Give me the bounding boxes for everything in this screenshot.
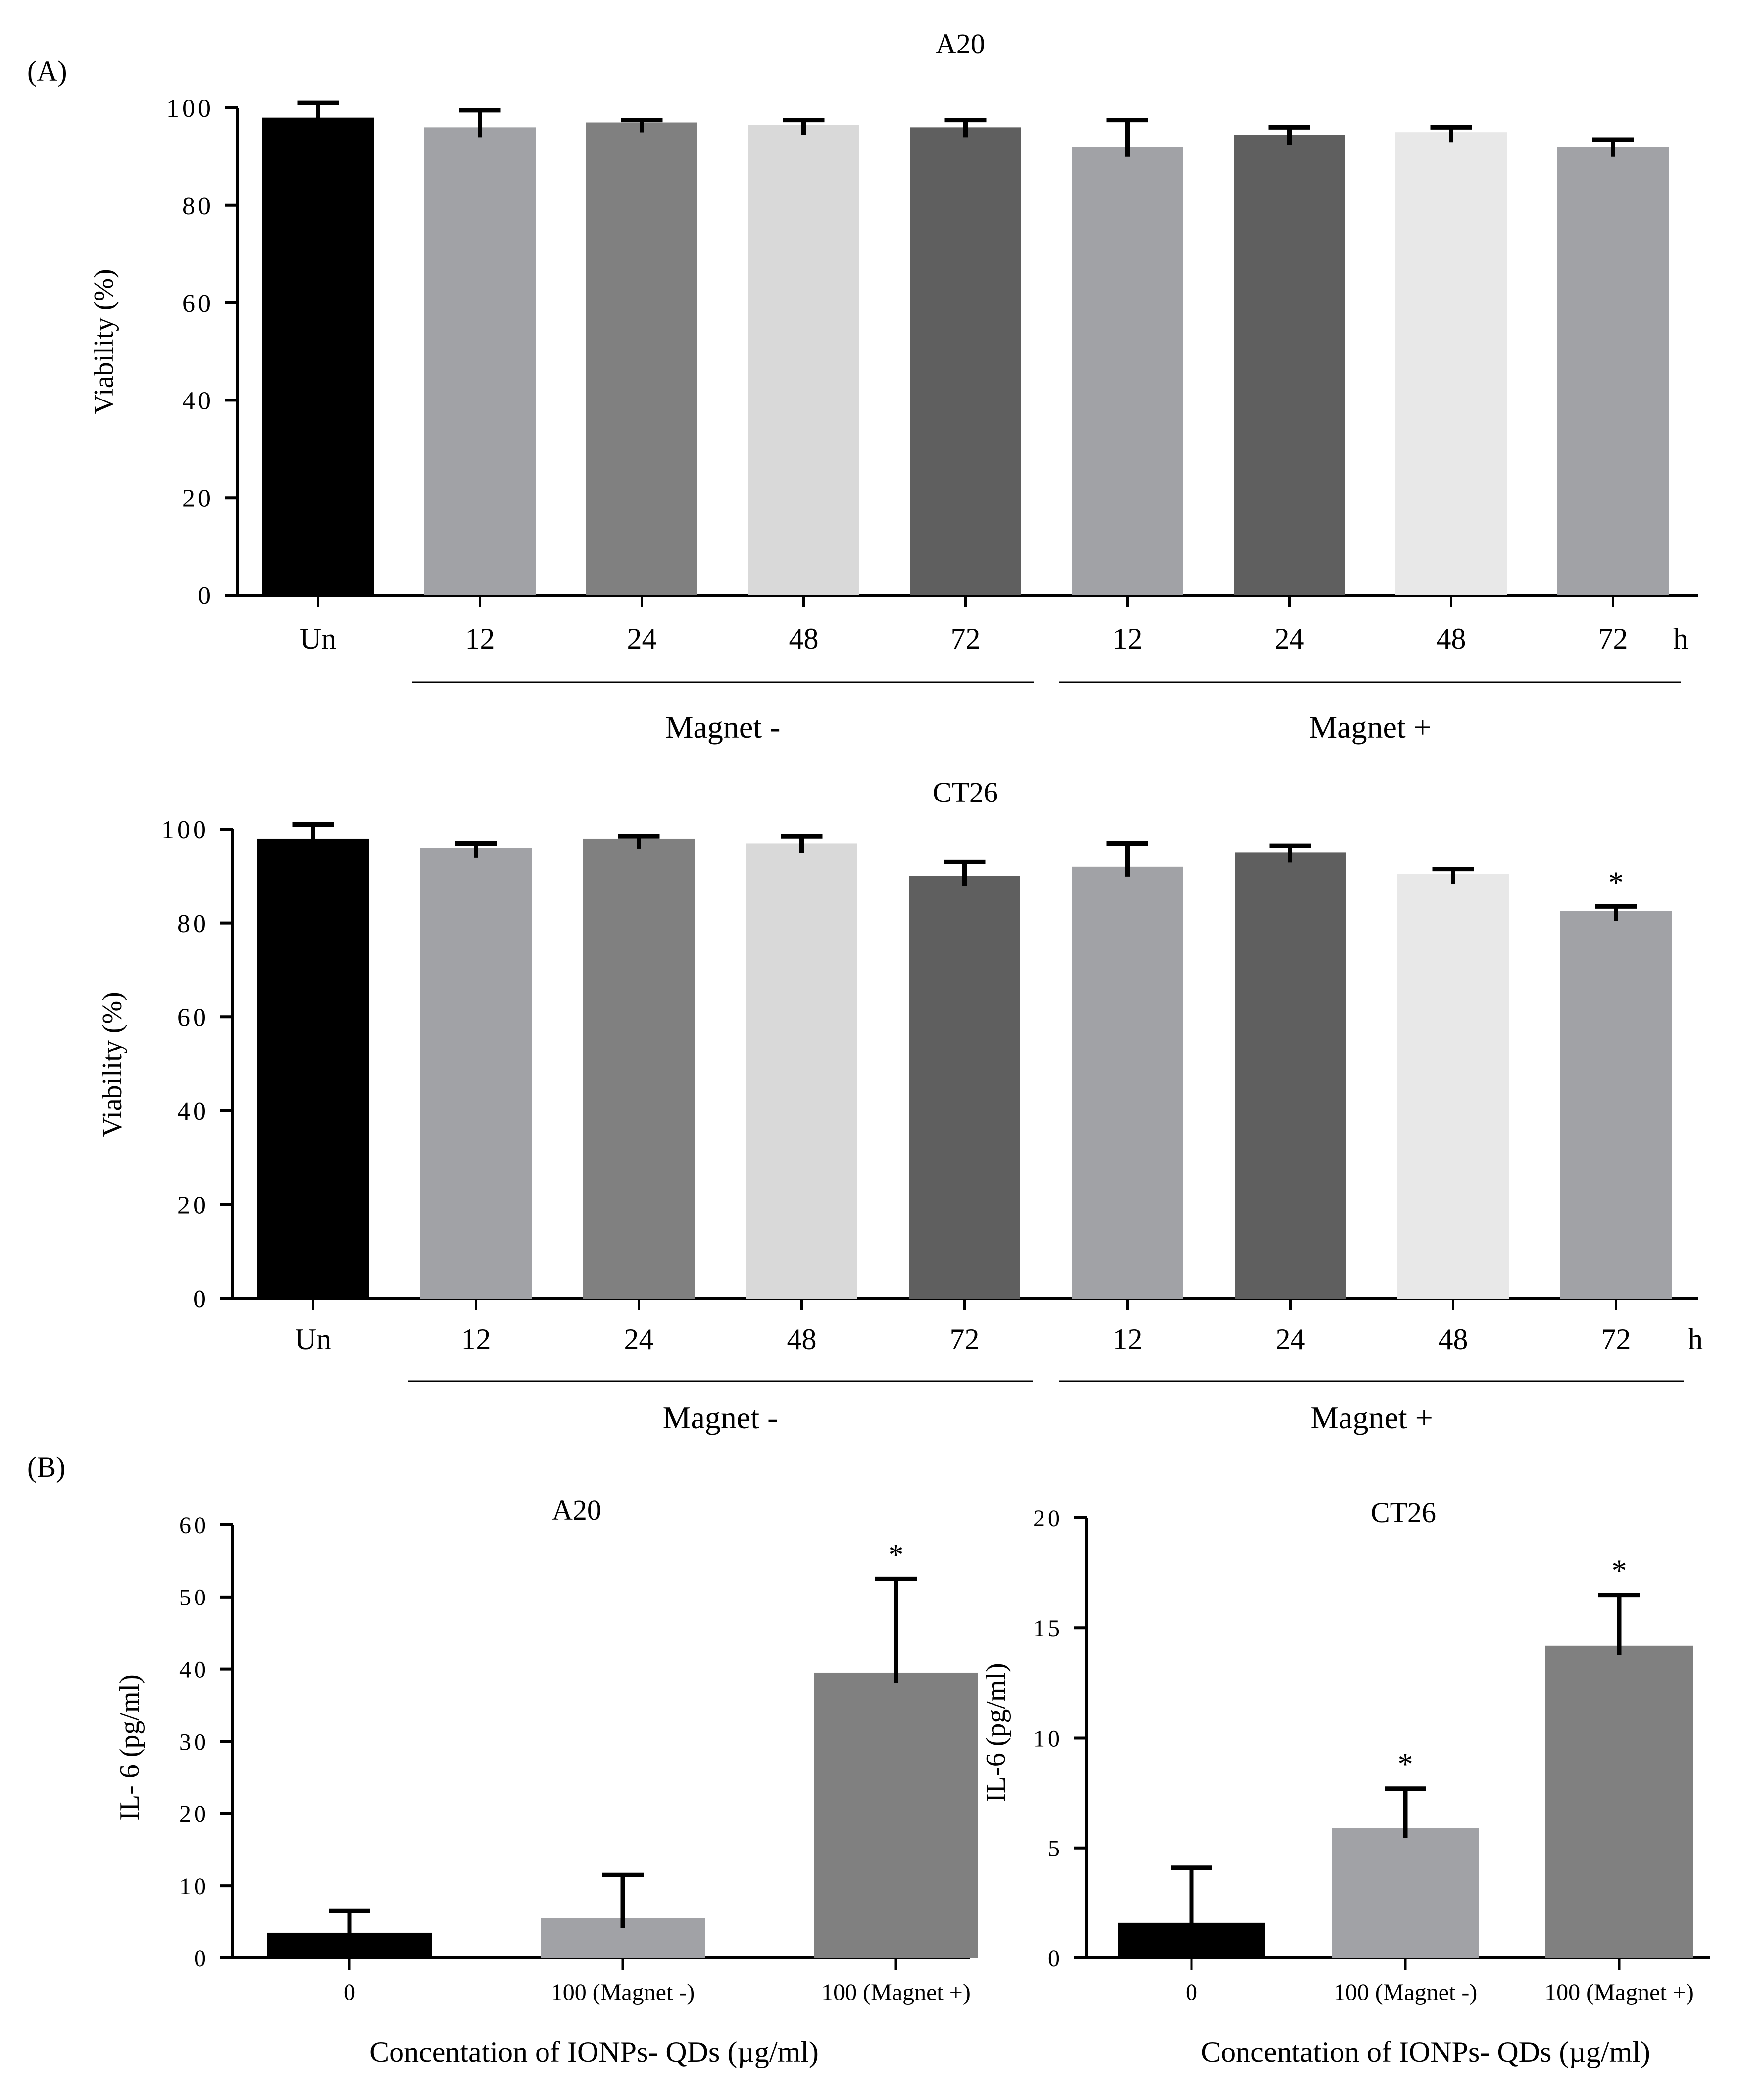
y-tick-label: 40 bbox=[177, 1098, 209, 1126]
y-tick-label: 40 bbox=[182, 387, 214, 415]
x-axis-label: Concentation of IONPs- QDs (µg/ml) bbox=[369, 2036, 819, 2068]
bar bbox=[814, 1672, 978, 1958]
ct26-il6-chart: CT26 0 5 10 15 20 IL-6 (pg/ml) 0 100 (Magnet -) *… bbox=[981, 1497, 1710, 2068]
category-label: 100 (Magnet -) bbox=[1334, 1979, 1478, 2005]
y-tick-label: 10 bbox=[1033, 1725, 1063, 1751]
category-label: 24 bbox=[624, 1323, 654, 1355]
category-label: 24 bbox=[1276, 1323, 1305, 1355]
bar bbox=[746, 843, 857, 1299]
group-label: Magnet + bbox=[1309, 709, 1432, 745]
y-tick-label: 20 bbox=[177, 1192, 209, 1220]
category-label: 48 bbox=[789, 622, 819, 655]
a20-il6-chart: A20 0 10 20 30 40 50 60 IL- 6 (pg/ml) 0 100 (Magne… bbox=[114, 1494, 978, 2068]
group-label: Magnet + bbox=[1310, 1400, 1433, 1435]
bar bbox=[1234, 135, 1345, 595]
y-tick-label: 20 bbox=[182, 484, 214, 512]
chart-title: CT26 bbox=[933, 776, 998, 808]
category-label: 12 bbox=[465, 622, 495, 655]
category-label: 0 bbox=[1186, 1979, 1197, 2005]
y-tick-label: 50 bbox=[179, 1585, 209, 1611]
category-label: 72 bbox=[950, 1323, 980, 1355]
bar bbox=[257, 838, 369, 1299]
bar bbox=[1072, 147, 1183, 596]
bar bbox=[1332, 1828, 1479, 1958]
significance-marker: * bbox=[889, 1538, 904, 1572]
panel-a-label: (A) bbox=[27, 55, 67, 87]
bar bbox=[748, 125, 859, 595]
bar bbox=[420, 848, 532, 1299]
y-tick-label: 30 bbox=[179, 1729, 209, 1755]
ct26-viability-chart: CT26 0 20 40 60 80 100 Viability (%) Un 12 24 48 72 1… bbox=[97, 776, 1703, 1435]
category-label: 12 bbox=[1113, 622, 1143, 655]
significance-marker: * bbox=[1608, 866, 1624, 900]
bar bbox=[1397, 874, 1509, 1299]
chart-title: A20 bbox=[936, 28, 985, 60]
y-tick-label: 0 bbox=[194, 1946, 209, 1972]
y-tick-label: 80 bbox=[177, 910, 209, 938]
y-tick-label: 60 bbox=[182, 290, 214, 318]
bar bbox=[1072, 866, 1183, 1299]
category-label: 48 bbox=[787, 1323, 817, 1355]
category-label: 24 bbox=[1275, 622, 1304, 655]
significance-marker: * bbox=[1398, 1748, 1413, 1782]
y-tick-label: 60 bbox=[177, 1003, 209, 1032]
y-axis-label: Viability (%) bbox=[97, 992, 128, 1137]
significance-marker: * bbox=[1612, 1554, 1627, 1588]
y-tick-label: 10 bbox=[179, 1873, 209, 1900]
y-tick-label: 0 bbox=[1048, 1946, 1063, 1972]
bar bbox=[1235, 852, 1346, 1299]
group-label: Magnet - bbox=[663, 1400, 778, 1435]
category-label: Un bbox=[295, 1323, 331, 1355]
chart-title: CT26 bbox=[1371, 1497, 1436, 1529]
y-tick-label: 40 bbox=[179, 1656, 209, 1683]
y-tick-label: 20 bbox=[179, 1801, 209, 1827]
category-label: 72 bbox=[951, 622, 981, 655]
bar bbox=[1560, 911, 1672, 1299]
bar bbox=[262, 117, 374, 595]
y-tick-label: 60 bbox=[179, 1512, 209, 1539]
x-unit-label: h bbox=[1688, 1323, 1703, 1355]
y-axis-label: Viability (%) bbox=[89, 269, 119, 414]
bar bbox=[586, 122, 697, 595]
category-label: 24 bbox=[627, 622, 657, 655]
bar bbox=[424, 127, 536, 595]
y-tick-label: 15 bbox=[1033, 1615, 1063, 1642]
category-label: 72 bbox=[1601, 1323, 1631, 1355]
bar bbox=[583, 838, 695, 1299]
category-label: 12 bbox=[461, 1323, 491, 1355]
y-tick-label: 20 bbox=[1033, 1505, 1063, 1532]
bar bbox=[1557, 147, 1669, 596]
y-tick-label: 100 bbox=[161, 816, 209, 844]
a20-viability-chart: A20 0 20 40 60 80 100 Viability (%) Un 12 24 48 72 12… bbox=[89, 28, 1698, 745]
bar bbox=[1395, 132, 1507, 595]
category-label: 0 bbox=[344, 1979, 355, 2005]
y-tick-label: 0 bbox=[193, 1285, 209, 1313]
y-tick-label: 5 bbox=[1048, 1836, 1063, 1862]
bar bbox=[910, 127, 1021, 595]
category-label: 48 bbox=[1437, 622, 1466, 655]
panel-b-label: (B) bbox=[27, 1451, 66, 1483]
x-axis-label: Concentation of IONPs- QDs (µg/ml) bbox=[1201, 2036, 1650, 2068]
y-tick-label: 80 bbox=[182, 192, 214, 220]
category-label: 100 (Magnet -) bbox=[551, 1979, 695, 2005]
y-tick-label: 0 bbox=[198, 582, 214, 610]
y-axis-label: IL-6 (pg/ml) bbox=[981, 1663, 1011, 1802]
bar bbox=[1545, 1645, 1693, 1958]
category-label: 48 bbox=[1439, 1323, 1468, 1355]
category-label: 12 bbox=[1113, 1323, 1143, 1355]
y-axis-label: IL- 6 (pg/ml) bbox=[114, 1674, 145, 1820]
y-tick-label: 100 bbox=[166, 95, 214, 123]
bar bbox=[909, 876, 1020, 1299]
category-label: 100 (Magnet +) bbox=[821, 1979, 971, 2005]
category-label: 100 (Magnet +) bbox=[1544, 1979, 1694, 2005]
x-unit-label: h bbox=[1673, 622, 1688, 655]
chart-title: A20 bbox=[552, 1494, 601, 1526]
category-label: 72 bbox=[1598, 622, 1628, 655]
category-label: Un bbox=[300, 622, 336, 655]
group-label: Magnet - bbox=[665, 709, 781, 745]
